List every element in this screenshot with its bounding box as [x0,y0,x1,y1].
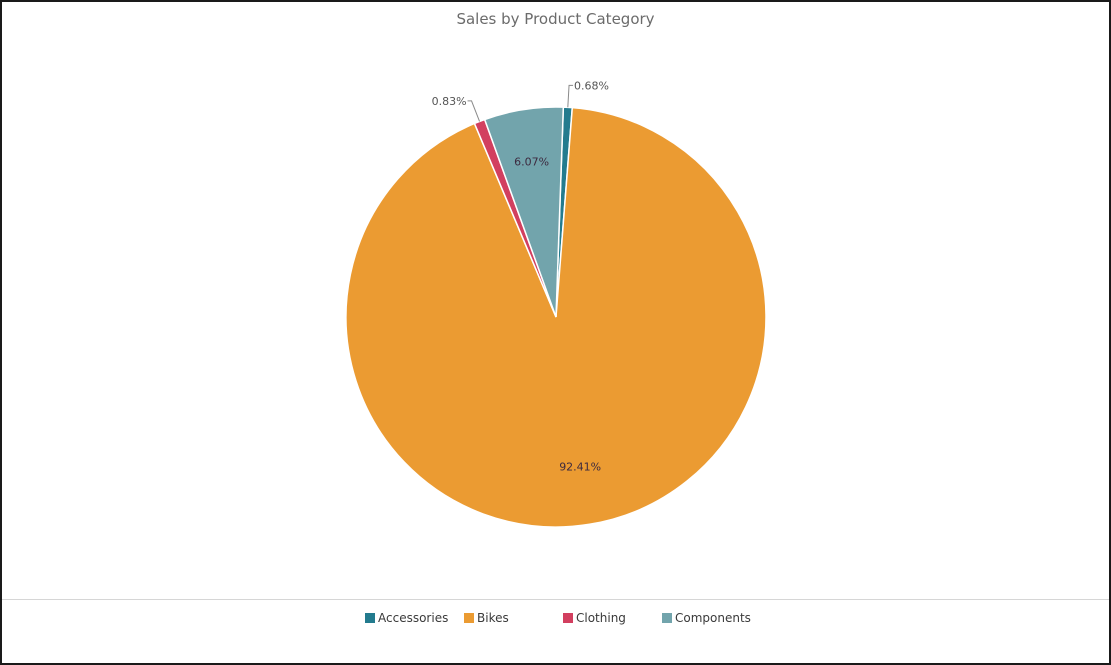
leader-line-clothing [467,100,481,122]
legend-item-components[interactable]: Components [662,611,751,625]
legend-swatch-components [662,613,672,623]
data-label-accessories: 0.68% [574,79,609,92]
pie-chart: 0.68% 92.41% 0.83% 6.07% [345,79,767,528]
data-label-components: 6.07% [514,155,549,168]
legend-divider [2,599,1109,600]
legend-label-components: Components [675,611,751,625]
data-label-clothing: 0.83% [432,95,467,108]
legend-label-accessories: Accessories [378,611,449,625]
legend: Accessories Bikes Clothing Components [2,611,1109,631]
legend-swatch-accessories [365,613,375,623]
legend-label-clothing: Clothing [576,611,626,625]
data-label-bikes: 92.41% [559,460,601,473]
chart-title: Sales by Product Category [456,10,655,28]
pie-slice-bikes[interactable] [345,106,767,528]
legend-item-bikes[interactable]: Bikes [464,611,509,625]
legend-item-clothing[interactable]: Clothing [563,611,626,625]
pie-slice-components[interactable] [483,106,565,318]
legend-swatch-clothing [563,613,573,623]
legend-swatch-bikes [464,613,474,623]
legend-item-accessories[interactable]: Accessories [365,611,448,625]
leader-line-accessories [567,84,574,108]
legend-label-bikes: Bikes [477,611,509,625]
